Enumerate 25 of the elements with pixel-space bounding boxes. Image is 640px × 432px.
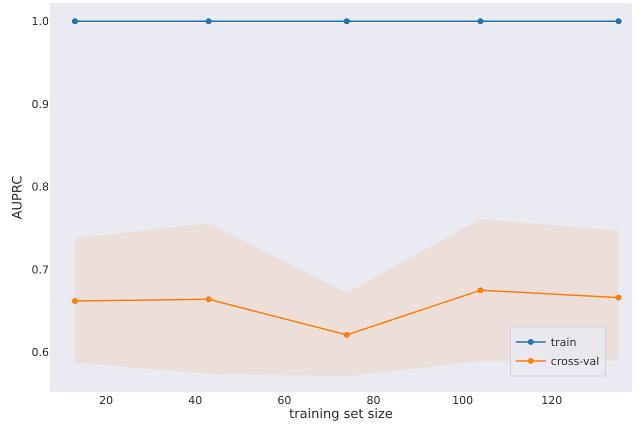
point <box>477 18 484 24</box>
y-tick-label: 0.7 <box>32 263 49 276</box>
legend-label: train <box>550 336 576 350</box>
x-axis-title: training set size <box>289 407 393 422</box>
y-tick-label: 0.6 <box>32 346 49 360</box>
y-tick-label: 0.8 <box>32 180 49 194</box>
y-tick-label: 0.9 <box>32 98 49 111</box>
x-tick-label: 60 <box>277 394 292 407</box>
x-tick-label: 120 <box>541 394 562 407</box>
x-tick-label: 80 <box>366 394 381 407</box>
x-tick-label: 40 <box>188 394 202 407</box>
y-axis-title: AUPRC <box>10 176 26 220</box>
y-tick-label: 1.0 <box>32 15 49 28</box>
point <box>616 18 622 24</box>
point <box>616 294 622 301</box>
point <box>344 18 350 24</box>
x-tick-label: 100 <box>452 394 474 407</box>
point <box>477 287 484 294</box>
point <box>206 296 212 302</box>
point <box>344 332 350 338</box>
point <box>206 18 212 24</box>
legend-label: cross-val <box>550 355 600 368</box>
point <box>72 18 78 24</box>
x-tick-label: 20 <box>99 394 114 407</box>
point <box>72 298 78 304</box>
